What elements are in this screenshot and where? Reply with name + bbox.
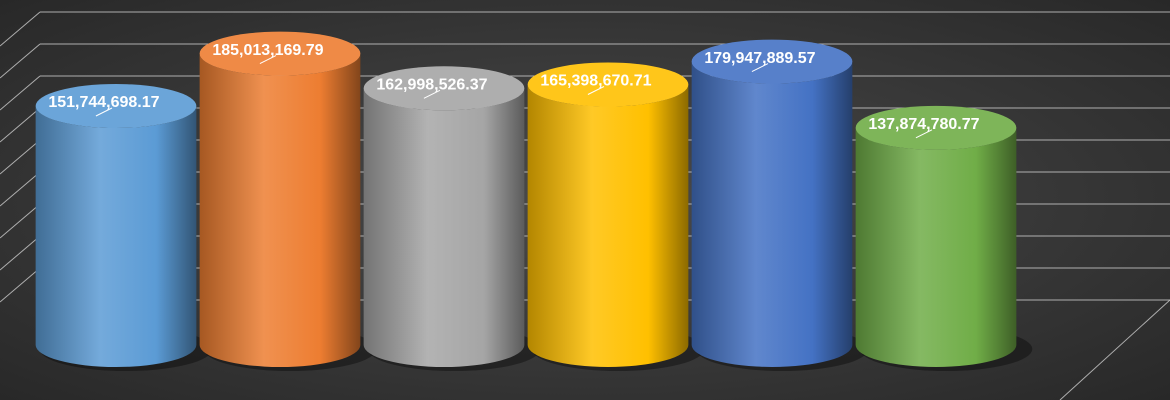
bar: [363, 88, 525, 367]
bar: [527, 84, 689, 367]
value-label: 137,874,780.77: [868, 116, 979, 133]
bar: [691, 61, 853, 367]
value-label: 165,398,670.71: [540, 73, 651, 90]
bar-top: [691, 39, 853, 84]
bar-top: [199, 31, 361, 76]
label-leader: [915, 129, 933, 139]
value-label: 151,744,698.17: [48, 94, 159, 111]
label-leader: [423, 89, 441, 99]
label-leader: [587, 86, 605, 95]
bar-top: [855, 105, 1017, 150]
value-label: 162,998,526.37: [376, 76, 487, 93]
bar: [199, 53, 361, 367]
bar: [35, 106, 197, 367]
bar-top: [363, 66, 525, 111]
bar-top: [527, 62, 689, 107]
value-label: 185,013,169.79: [212, 42, 323, 59]
label-leader: [259, 55, 277, 65]
bar-top: [35, 84, 197, 129]
bar: [855, 127, 1017, 367]
label-leader: [95, 107, 113, 117]
label-leader: [751, 63, 769, 73]
value-label: 179,947,889.57: [704, 50, 815, 67]
